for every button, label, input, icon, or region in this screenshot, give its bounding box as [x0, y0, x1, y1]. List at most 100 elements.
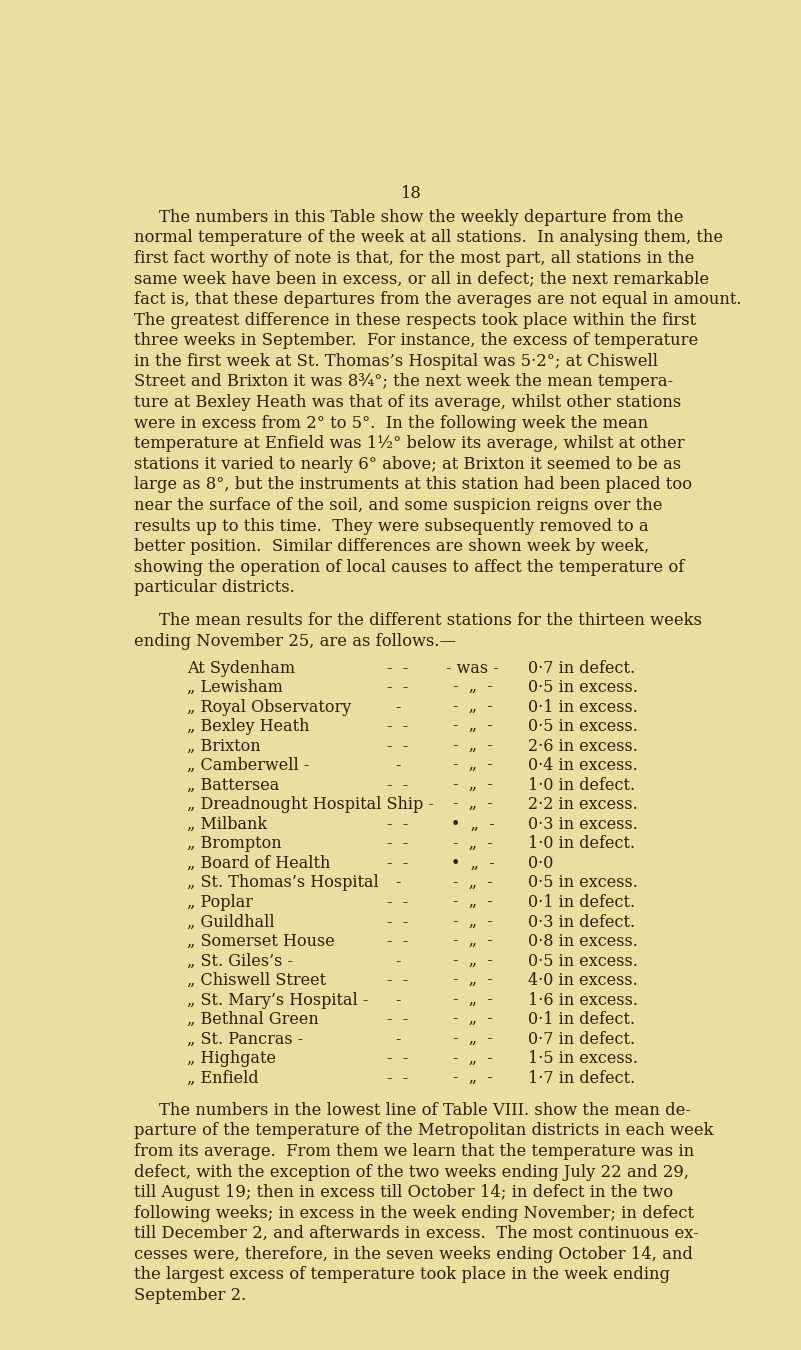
Text: 0·3 in excess.: 0·3 in excess.: [529, 815, 638, 833]
Text: -  -: - -: [388, 1011, 409, 1029]
Text: „ Brixton: „ Brixton: [187, 737, 260, 755]
Text: better position.  Similar differences are shown week by week,: better position. Similar differences are…: [135, 539, 650, 555]
Text: results up to this time.  They were subsequently removed to a: results up to this time. They were subse…: [135, 517, 649, 535]
Text: -  „  -: - „ -: [453, 972, 493, 990]
Text: -  „  -: - „ -: [453, 894, 493, 911]
Text: „ St. Pancras -: „ St. Pancras -: [187, 1031, 304, 1048]
Text: -  -: - -: [388, 894, 409, 911]
Text: -  „  -: - „ -: [453, 737, 493, 755]
Text: -  -: - -: [388, 1071, 409, 1087]
Text: At Sydenham: At Sydenham: [187, 660, 295, 676]
Text: 0·1 in defect.: 0·1 in defect.: [529, 894, 635, 911]
Text: „ Brompton: „ Brompton: [187, 836, 282, 852]
Text: „ Camberwell -: „ Camberwell -: [187, 757, 309, 775]
Text: -  „  -: - „ -: [453, 796, 493, 813]
Text: 0·1 in excess.: 0·1 in excess.: [529, 698, 638, 716]
Text: 1·0 in defect.: 1·0 in defect.: [529, 836, 635, 852]
Text: near the surface of the soil, and some suspicion reigns over the: near the surface of the soil, and some s…: [135, 497, 662, 514]
Text: „ Milbank: „ Milbank: [187, 815, 268, 833]
Text: 0·0: 0·0: [529, 855, 553, 872]
Text: „ Chiswell Street: „ Chiswell Street: [187, 972, 326, 990]
Text: -  -: - -: [388, 1050, 409, 1068]
Text: „ Battersea: „ Battersea: [187, 776, 280, 794]
Text: in the first week at St. Thomas’s Hospital was 5·2°; at Chiswell: in the first week at St. Thomas’s Hospit…: [135, 352, 658, 370]
Text: •  „  -: • „ -: [451, 855, 494, 872]
Text: -: -: [396, 1031, 400, 1048]
Text: 0·5 in excess.: 0·5 in excess.: [529, 679, 638, 697]
Text: ture at Bexley Heath was that of its average, whilst other stations: ture at Bexley Heath was that of its ave…: [135, 394, 682, 410]
Text: The numbers in this Table show the weekly departure from the: The numbers in this Table show the weekl…: [159, 209, 683, 225]
Text: „ Guildhall: „ Guildhall: [187, 914, 275, 930]
Text: ending November 25, are as follows.—: ending November 25, are as follows.—: [135, 633, 457, 649]
Text: same week have been in excess, or all in defect; the next remarkable: same week have been in excess, or all in…: [135, 270, 710, 288]
Text: till December 2, and afterwards in excess.  The most continuous ex-: till December 2, and afterwards in exces…: [135, 1226, 699, 1242]
Text: 0·5 in excess.: 0·5 in excess.: [529, 875, 638, 891]
Text: 2·2 in excess.: 2·2 in excess.: [529, 796, 638, 813]
Text: •  „  -: • „ -: [451, 815, 494, 833]
Text: -  „  -: - „ -: [453, 718, 493, 736]
Text: „ Enfield: „ Enfield: [187, 1071, 259, 1087]
Text: 0·3 in defect.: 0·3 in defect.: [529, 914, 635, 930]
Text: September 2.: September 2.: [135, 1287, 247, 1304]
Text: -: -: [396, 992, 400, 1008]
Text: 1·7 in defect.: 1·7 in defect.: [529, 1071, 636, 1087]
Text: -  „  -: - „ -: [453, 875, 493, 891]
Text: -  -: - -: [388, 776, 409, 794]
Text: -  „  -: - „ -: [453, 776, 493, 794]
Text: normal temperature of the week at all stations.  In analysing them, the: normal temperature of the week at all st…: [135, 230, 723, 246]
Text: „ Highgate: „ Highgate: [187, 1050, 276, 1068]
Text: „ Bexley Heath: „ Bexley Heath: [187, 718, 309, 736]
Text: „ Lewisham: „ Lewisham: [187, 679, 283, 697]
Text: „ Somerset House: „ Somerset House: [187, 933, 335, 950]
Text: following weeks; in excess in the week ending November; in defect: following weeks; in excess in the week e…: [135, 1204, 694, 1222]
Text: were in excess from 2° to 5°.  In the following week the mean: were in excess from 2° to 5°. In the fol…: [135, 414, 648, 432]
Text: three weeks in September.  For instance, the excess of temperature: three weeks in September. For instance, …: [135, 332, 698, 350]
Text: -  -: - -: [388, 718, 409, 736]
Text: -  -: - -: [388, 972, 409, 990]
Text: -  „  -: - „ -: [453, 1011, 493, 1029]
Text: -  „  -: - „ -: [453, 1050, 493, 1068]
Text: -  „  -: - „ -: [453, 992, 493, 1008]
Text: 0·1 in defect.: 0·1 in defect.: [529, 1011, 635, 1029]
Text: -  „  -: - „ -: [453, 679, 493, 697]
Text: -  -: - -: [388, 933, 409, 950]
Text: -  „  -: - „ -: [453, 1071, 493, 1087]
Text: -: -: [396, 875, 400, 891]
Text: stations it varied to nearly 6° above; at Brixton it seemed to be as: stations it varied to nearly 6° above; a…: [135, 456, 682, 472]
Text: -  -: - -: [388, 815, 409, 833]
Text: 1·6 in excess.: 1·6 in excess.: [529, 992, 638, 1008]
Text: „ Poplar: „ Poplar: [187, 894, 253, 911]
Text: -  -: - -: [388, 660, 409, 676]
Text: 1·5 in excess.: 1·5 in excess.: [529, 1050, 638, 1068]
Text: -  „  -: - „ -: [453, 953, 493, 969]
Text: The greatest difference in these respects took place within the first: The greatest difference in these respect…: [135, 312, 696, 328]
Text: -  -: - -: [388, 914, 409, 930]
Text: 0·7 in defect.: 0·7 in defect.: [529, 660, 635, 676]
Text: -  „  -: - „ -: [453, 1031, 493, 1048]
Text: cesses were, therefore, in the seven weeks ending October 14, and: cesses were, therefore, in the seven wee…: [135, 1246, 693, 1262]
Text: temperature at Enfield was 1½° below its average, whilst at other: temperature at Enfield was 1½° below its…: [135, 435, 685, 452]
Text: „ Bethnal Green: „ Bethnal Green: [187, 1011, 319, 1029]
Text: -  „  -: - „ -: [453, 757, 493, 775]
Text: -  -: - -: [388, 855, 409, 872]
Text: 2·6 in excess.: 2·6 in excess.: [529, 737, 638, 755]
Text: -  -: - -: [388, 836, 409, 852]
Text: Street and Brixton it was 8¾°; the next week the mean tempera-: Street and Brixton it was 8¾°; the next …: [135, 374, 674, 390]
Text: -: -: [396, 953, 400, 969]
Text: -  „  -: - „ -: [453, 836, 493, 852]
Text: 0·4 in excess.: 0·4 in excess.: [529, 757, 638, 775]
Text: 0·8 in excess.: 0·8 in excess.: [529, 933, 638, 950]
Text: „ St. Giles’s -: „ St. Giles’s -: [187, 953, 293, 969]
Text: „ St. Thomas’s Hospital: „ St. Thomas’s Hospital: [187, 875, 379, 891]
Text: defect, with the exception of the two weeks ending July 22 and 29,: defect, with the exception of the two we…: [135, 1164, 690, 1180]
Text: -: -: [396, 698, 400, 716]
Text: till August 19; then in excess till October 14; in defect in the two: till August 19; then in excess till Octo…: [135, 1184, 674, 1202]
Text: 4·0 in excess.: 4·0 in excess.: [529, 972, 638, 990]
Text: -  „  -: - „ -: [453, 933, 493, 950]
Text: 18: 18: [400, 185, 421, 202]
Text: from its average.  From them we learn that the temperature was in: from its average. From them we learn tha…: [135, 1143, 694, 1160]
Text: -: -: [396, 757, 400, 775]
Text: The numbers in the lowest line of Table VIII. show the mean de-: The numbers in the lowest line of Table …: [159, 1102, 691, 1119]
Text: the largest excess of temperature took place in the week ending: the largest excess of temperature took p…: [135, 1266, 670, 1284]
Text: 0·5 in excess.: 0·5 in excess.: [529, 718, 638, 736]
